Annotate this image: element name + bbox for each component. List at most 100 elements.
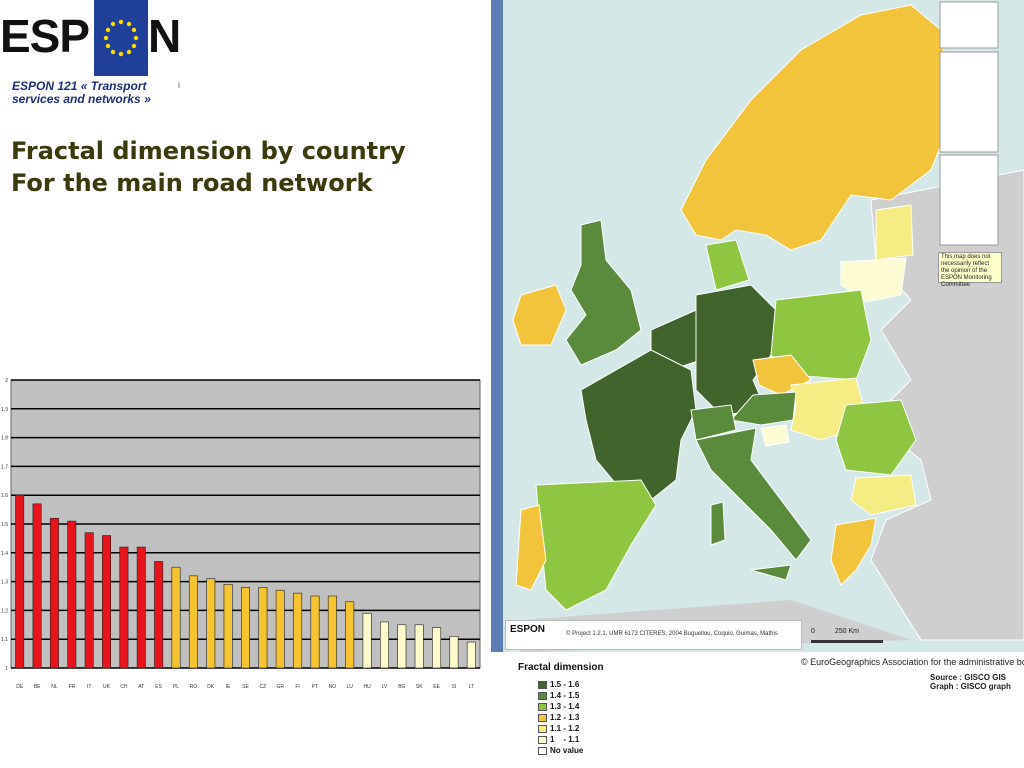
legend-item: 1 - 1.1	[538, 735, 658, 746]
x-tick-label: PT	[312, 684, 318, 690]
bar-hu	[362, 612, 372, 669]
legend-item: No value	[538, 746, 658, 757]
x-tick-label: UK	[103, 684, 111, 690]
map-inset-2	[939, 51, 999, 153]
legend-label: 1.2 - 1.3	[550, 713, 580, 722]
y-tick-label: 1.6	[1, 493, 8, 499]
x-tick-label: EE	[433, 684, 440, 690]
source-line-2: Graph : GISCO graph	[930, 682, 1011, 691]
y-tick-label: 1.4	[1, 551, 8, 557]
x-tick-label: SE	[242, 684, 249, 690]
x-tick-label: CZ	[260, 684, 267, 690]
bar-es	[154, 561, 164, 669]
x-tick-label: LU	[347, 684, 354, 690]
map-austria	[730, 391, 797, 426]
legend-swatch	[538, 681, 547, 689]
x-tick-label: HU	[363, 684, 371, 690]
page-title: Fractal dimension by country For the mai…	[11, 135, 406, 199]
bar-bg	[397, 624, 407, 669]
y-tick-label: 1	[5, 666, 8, 672]
legend-label: 1.5 - 1.6	[550, 680, 580, 689]
project-mark: i	[178, 80, 180, 90]
bar-no	[327, 595, 337, 669]
map-source: Source : GISCO GIS Graph : GISCO graph	[930, 673, 1011, 691]
x-tick-label: LT	[469, 684, 474, 690]
legend-swatch	[538, 725, 547, 733]
map-estonia-latvia	[875, 204, 914, 261]
bar-lt	[466, 641, 476, 669]
x-tick-label: BE	[34, 684, 41, 690]
legend-item: 1.5 - 1.6	[538, 680, 658, 691]
bar-nl	[49, 517, 59, 669]
x-tick-label: NL	[51, 684, 58, 690]
bar-gr	[275, 589, 285, 669]
legend-label: 1.1 - 1.2	[550, 724, 580, 733]
bars	[15, 494, 476, 669]
x-tick-label: RO	[190, 684, 198, 690]
x-tick-label: ES	[155, 684, 162, 690]
map-scandinavia	[680, 4, 952, 251]
x-tick-label: GR	[276, 684, 284, 690]
espon-logo: ESP N	[0, 0, 182, 76]
map-uk	[565, 219, 642, 366]
map-eastern-land	[870, 169, 1024, 641]
map-ireland	[512, 284, 567, 346]
bar-ie	[223, 584, 233, 669]
legend-swatch	[538, 747, 547, 755]
map-inset-3	[939, 154, 999, 246]
x-tick-label: FR	[68, 684, 75, 690]
title-line-1: Fractal dimension by country	[11, 137, 406, 165]
bar-de	[15, 494, 25, 669]
bar-be	[32, 503, 42, 669]
eu-flag-icon	[94, 0, 148, 76]
legend-swatch	[538, 714, 547, 722]
legend-swatch	[538, 736, 547, 744]
map-romania	[835, 399, 917, 476]
legend-item: 1.1 - 1.2	[538, 724, 658, 735]
y-tick-label: 1.5	[1, 522, 8, 528]
map-sardinia	[710, 501, 726, 546]
y-tick-label: 1.8	[1, 436, 8, 442]
map-italy	[695, 427, 812, 561]
map-denmark	[705, 239, 750, 291]
x-tick-label: PL	[173, 684, 179, 690]
legend-swatch	[538, 703, 547, 711]
bar-fr	[67, 520, 77, 669]
legend-title: Fractal dimension	[518, 662, 604, 673]
y-tick-label: 1.3	[1, 580, 8, 586]
bar-fi	[293, 592, 303, 669]
credit-logo: ESPON	[510, 624, 546, 635]
bar-pt	[310, 595, 320, 669]
bar-it	[84, 532, 94, 669]
map-france	[580, 349, 697, 501]
x-tick-label: SI	[452, 684, 457, 690]
y-tick-label: 1.7	[1, 464, 8, 470]
y-tick-label: 2	[5, 378, 8, 384]
bar-pl	[171, 566, 181, 669]
map-slovenia	[760, 424, 790, 447]
bar-sk	[414, 624, 424, 669]
bar-ee	[432, 627, 442, 669]
scale-distance: 250 Km	[834, 628, 859, 635]
x-tick-label: IE	[226, 684, 231, 690]
map-inset-1	[939, 1, 999, 49]
x-tick-label: SK	[416, 684, 423, 690]
bar-se	[241, 587, 250, 669]
y-axis-ticks: 1 1.1 1.2 1.3 1.4 1.5 1.6 1.7 1.8 1.9 2	[1, 378, 8, 672]
legend-label: No value	[550, 746, 584, 755]
bar-at	[136, 546, 146, 669]
bar-ro	[188, 575, 198, 669]
x-tick-label: CH	[120, 684, 128, 690]
x-tick-label: LV	[382, 684, 388, 690]
x-tick-label: BG	[398, 684, 405, 690]
bar-cz	[258, 587, 268, 669]
credit-text: © Project 1.2.1. UMR 6173 CITERES, 2004 …	[566, 631, 778, 637]
y-tick-label: 1.2	[1, 608, 8, 614]
legend-item: 1.2 - 1.3	[538, 713, 658, 724]
map-greece	[830, 517, 877, 586]
scale-bar	[811, 640, 883, 643]
scale-zero: 0	[811, 628, 815, 635]
legend-label: 1.3 - 1.4	[550, 702, 580, 711]
x-axis-ticks: DE BE NL FR IT UK CH AT ES PL RO DK IE SE CZ GR FI PT NO LU…	[16, 684, 474, 690]
legend-item: 1.4 - 1.5	[538, 691, 658, 702]
